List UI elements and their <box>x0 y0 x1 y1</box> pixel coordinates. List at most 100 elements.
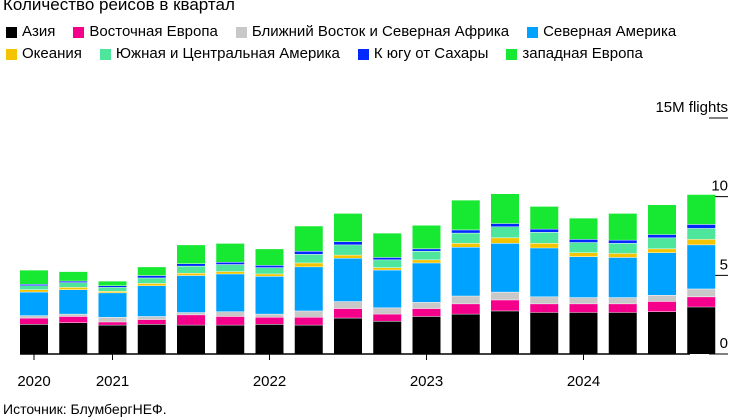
bar-segment <box>137 324 166 354</box>
bar-segment <box>530 228 559 233</box>
bar-segment <box>373 259 402 268</box>
bar-segment <box>177 312 205 315</box>
bar-segment <box>334 213 362 242</box>
bar-segment <box>491 193 519 224</box>
bar-segment <box>294 254 323 263</box>
bar-segment <box>20 283 48 286</box>
bar-segment <box>491 243 519 292</box>
legend-swatch <box>357 48 369 60</box>
bar-segment <box>608 243 637 254</box>
bar-segment <box>687 239 716 245</box>
bar-segment <box>98 324 127 354</box>
bar-segment <box>648 204 676 235</box>
x-tick-label: 2021 <box>96 373 129 390</box>
bar-segment <box>687 228 716 240</box>
bar-segment <box>451 229 480 233</box>
bar-segment <box>687 306 716 354</box>
bar-segment <box>334 244 362 255</box>
bar-segment <box>216 264 245 272</box>
bar-segment <box>177 275 205 313</box>
legend-label: Северная Америка <box>543 23 677 40</box>
bar-segment <box>687 296 716 307</box>
bar-segment <box>59 322 88 354</box>
bar-segment <box>373 267 402 270</box>
x-tick-label: 2020 <box>17 373 50 390</box>
bar-segment <box>216 273 245 312</box>
bar-segment <box>294 310 323 318</box>
bar-segment <box>20 324 48 354</box>
bar-segment <box>491 223 519 227</box>
bar-segment <box>530 232 559 244</box>
bar-segment <box>216 243 245 262</box>
legend-swatch <box>235 26 247 38</box>
bar-segment <box>137 285 166 317</box>
legend-item: Ближний Восток и Северная Африка <box>235 22 510 42</box>
bar-segment <box>530 206 559 229</box>
bar-segment <box>569 239 598 243</box>
bar-segment <box>177 265 205 273</box>
bar-segment <box>20 285 48 290</box>
bar-segment <box>98 292 127 318</box>
bar-segment <box>255 248 284 266</box>
bar-segment <box>137 283 166 286</box>
bar-segment <box>373 320 402 354</box>
x-tick-label: 2022 <box>253 373 286 390</box>
bar-segment <box>334 317 362 354</box>
bar-segment <box>569 256 598 298</box>
bar-segment <box>491 226 519 238</box>
bar-segment <box>216 324 245 354</box>
bar-segment <box>491 310 519 354</box>
legend-item: Океания <box>6 44 82 64</box>
bar-segment <box>569 297 598 304</box>
legend-item: Азия <box>6 22 55 42</box>
bar-segment <box>608 257 637 298</box>
source-note: Источник: БлумбергНЕФ. <box>3 401 167 417</box>
bar-segment <box>687 194 716 225</box>
bar-segment <box>294 262 323 267</box>
bar-segment <box>255 267 284 274</box>
bar-segment <box>569 252 598 257</box>
bar-segment <box>412 262 441 303</box>
bar-segment <box>255 313 284 318</box>
legend-swatch <box>99 48 111 60</box>
bar-segment <box>608 239 637 244</box>
bar-segment <box>451 199 480 230</box>
bar-segment <box>451 247 480 296</box>
bar-segment <box>608 213 637 240</box>
bar-segment <box>648 295 676 302</box>
legend-label: Ближний Восток и Северная Африка <box>251 23 510 40</box>
bar-segment <box>294 324 323 354</box>
bar-segment <box>137 275 166 278</box>
bar-segment <box>648 248 676 253</box>
bar-segment <box>530 312 559 354</box>
legend-swatch <box>506 48 518 60</box>
bar-segment <box>334 301 362 309</box>
bar-segment <box>59 282 88 288</box>
legend-swatch <box>6 26 17 38</box>
legend-swatch <box>73 26 85 38</box>
y-tick-label: 5 <box>720 256 728 273</box>
bar-segment <box>294 225 323 251</box>
bar-segment <box>608 297 637 304</box>
legend-item: Восточная Европа <box>73 22 218 42</box>
bar-segment <box>255 265 284 268</box>
legend-label: Азия <box>22 23 56 40</box>
bar-segment <box>255 273 284 277</box>
bar-segment <box>412 302 441 309</box>
bar-segment <box>530 247 559 297</box>
bar-segment <box>216 311 245 317</box>
bar-segment <box>648 237 676 249</box>
bar-segment <box>216 271 245 274</box>
bar-segment <box>137 277 166 284</box>
bar-segment <box>98 287 127 292</box>
bar-segment <box>569 242 598 253</box>
bar-segment <box>648 301 676 312</box>
legend-item: Южная и Центральная Америка <box>99 44 340 64</box>
bar-segment <box>98 291 127 293</box>
bar-segment <box>294 317 323 325</box>
y-tick-label: 10 <box>711 178 728 195</box>
bar-segment <box>59 313 88 317</box>
bar-segment <box>451 243 480 248</box>
bar-segment <box>334 258 362 302</box>
